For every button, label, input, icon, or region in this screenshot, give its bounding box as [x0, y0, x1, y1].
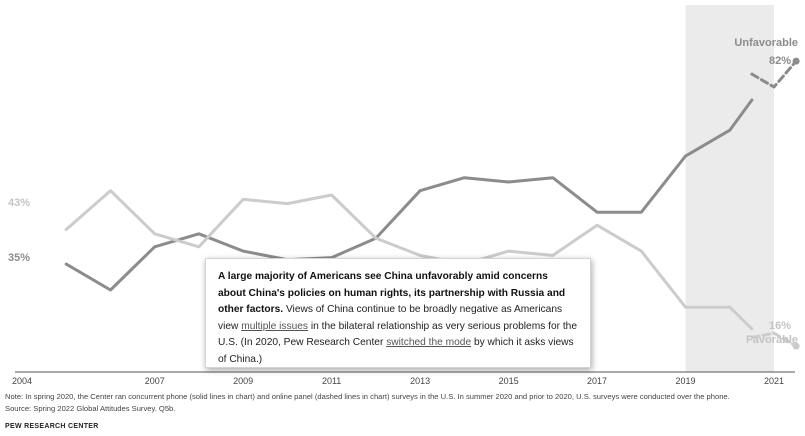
unfavorable-phone-line: [64, 98, 754, 292]
switched-the-mode-link[interactable]: switched the mode: [386, 337, 472, 348]
x-tick-label-2013: 2013: [410, 376, 430, 386]
favorable-end-value: 16%: [769, 320, 791, 332]
chart-notes: Note: In spring 2020, the Center ran con…: [5, 391, 800, 415]
series-lines: [64, 57, 800, 350]
survey-mode-shaded-region: [685, 5, 774, 372]
note-text: Note: In spring 2020, the Center ran con…: [5, 392, 730, 401]
x-tick-label-2009: 2009: [233, 376, 253, 386]
callout-box: A large majority of Americans see China …: [205, 258, 591, 368]
callout-text-3: by which it asks views of China.): [218, 337, 574, 365]
x-tick-label-2021: 2021: [764, 376, 784, 386]
favorable-end-point: [792, 342, 800, 350]
favorable-online-line: [750, 331, 798, 348]
unfavorable-end-value: 82%: [769, 55, 791, 67]
unfavorable-start-label: 35%: [8, 252, 30, 264]
favorable-phone-line: [64, 189, 754, 331]
x-tick-label-2017: 2017: [587, 376, 607, 386]
callout-headline: A large majority of Americans see China …: [218, 271, 566, 315]
x-tick-label-2019: 2019: [676, 376, 696, 386]
pew-logo-text: PEW RESEARCH CENTER: [5, 423, 99, 430]
unfavorable-end-point: [792, 57, 800, 65]
x-axis-ticks: 2004 2007 2009 2011 2013 2015 2017 2019 2021: [12, 376, 784, 386]
callout-text-1: Views of China continue to be broadly ne…: [218, 304, 563, 332]
x-tick-label-2015: 2015: [499, 376, 519, 386]
x-tick-label-2007: 2007: [145, 376, 165, 386]
source-text: Source: Spring 2022 Global Attitudes Sur…: [5, 404, 176, 413]
callout-text-2: in the bilateral relationship as very se…: [218, 320, 578, 349]
x-tick-label-2004: 2004: [12, 376, 32, 386]
multiple-issues-link[interactable]: multiple issues: [241, 320, 309, 332]
favorable-series-name: Favorable: [746, 334, 798, 346]
unfavorable-online-line: [750, 59, 798, 89]
favorable-start-label: 43%: [8, 197, 30, 209]
unfavorable-series-name: Unfavorable: [734, 37, 798, 49]
x-tick-label-2011: 2011: [322, 376, 341, 386]
